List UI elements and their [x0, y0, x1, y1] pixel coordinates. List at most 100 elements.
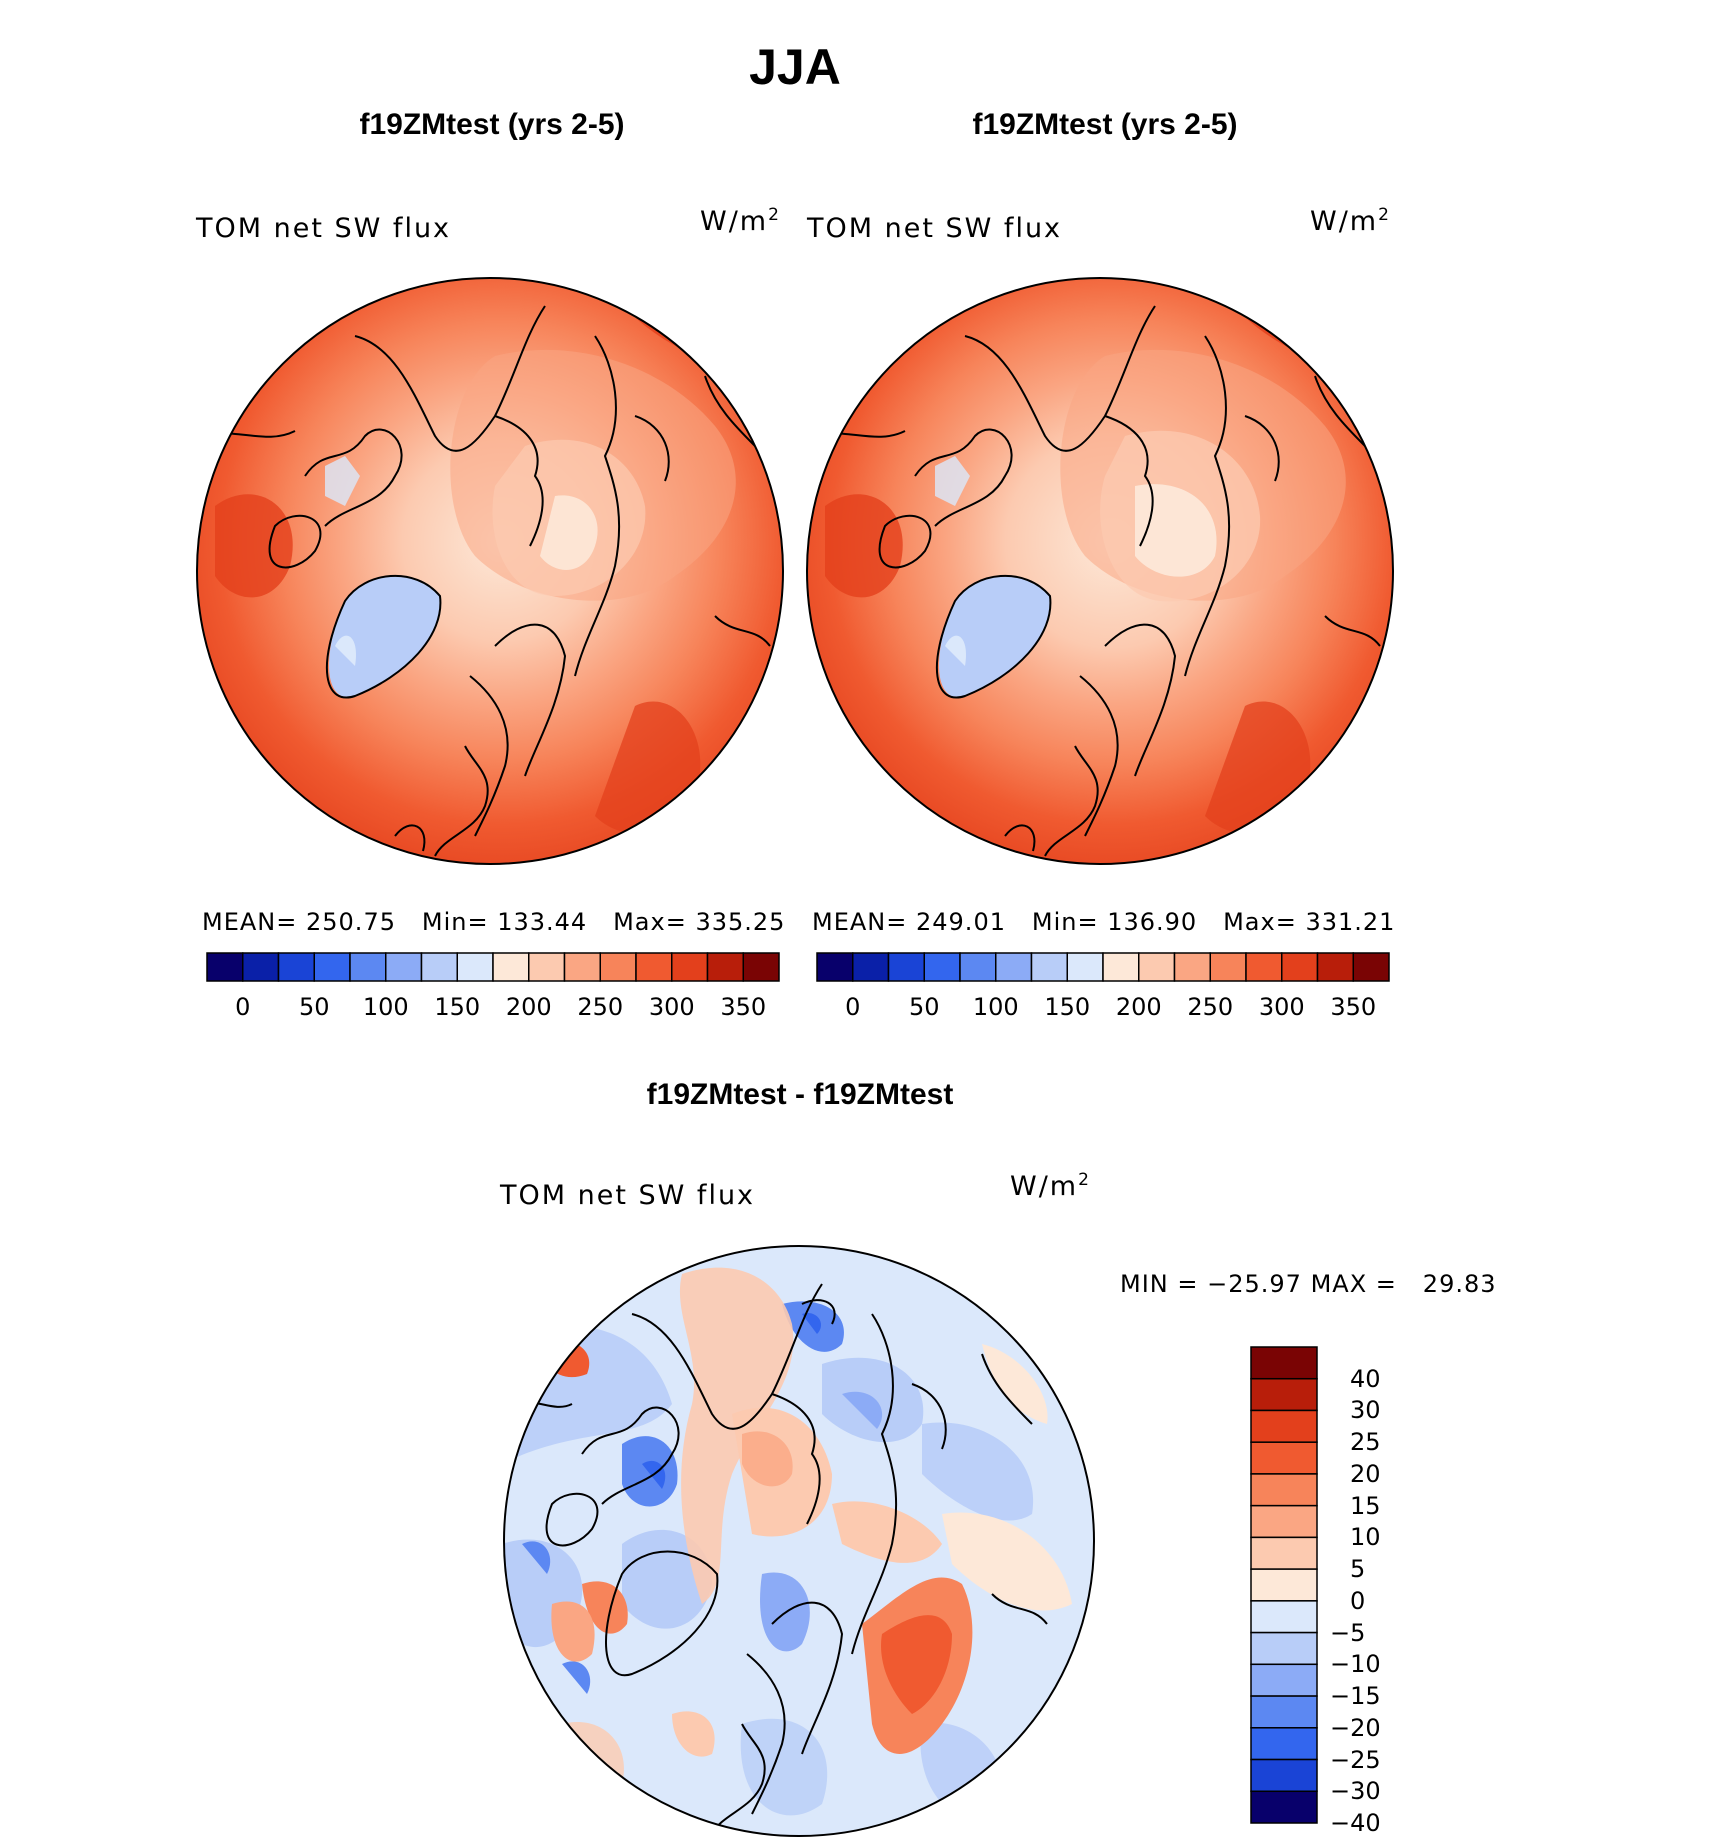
colorbar-tick-label: 0 [208, 993, 278, 1021]
colorbar-tick-label: −15 [1330, 1682, 1381, 1710]
units-label-right: W/m2 [1310, 205, 1391, 237]
colorbar-ticks-diff: 40 30 25 20 15 10 5 0 −5 −10 −15 −20 −25 −30 −40 [1330, 1346, 1450, 1824]
colorbar-tick-label: 150 [1032, 993, 1102, 1021]
colorbar-cell [1251, 1664, 1317, 1696]
colorbar-tick-label: 350 [1318, 993, 1388, 1021]
colorbar-cell [314, 953, 350, 981]
colorbar-cell [1251, 1537, 1317, 1569]
max-value: 29.83 [1423, 1270, 1497, 1298]
colorbar-tick-label: 15 [1350, 1492, 1381, 1520]
stats-left: MEAN= 250.75 Min= 133.44 Max= 335.25 [202, 908, 785, 936]
colorbar-cell [1251, 1506, 1317, 1538]
colorbar-cell [672, 953, 708, 981]
mean-value: 250.75 [306, 908, 396, 936]
colorbar-tick-label: 150 [422, 993, 492, 1021]
colorbar-cell [207, 953, 243, 981]
mean-label: MEAN= [202, 908, 297, 936]
colorbar-cell [996, 953, 1032, 981]
colorbar-cell [1139, 953, 1175, 981]
colorbar-cell [1251, 1347, 1317, 1379]
colorbar-cell [743, 953, 779, 981]
colorbar-cell [493, 953, 529, 981]
colorbar-tick-label: 300 [1247, 993, 1317, 1021]
colorbar-cell [1251, 1696, 1317, 1728]
colorbar-tick-label: 50 [279, 993, 349, 1021]
units-label-diff: W/m2 [1010, 1170, 1091, 1202]
panel-title-diff: f19ZMtest - f19ZMtest [550, 1078, 1050, 1112]
colorbar-cell [1175, 953, 1211, 981]
colorbar-cell [350, 953, 386, 981]
max-label: Max= [1223, 908, 1297, 936]
colorbar-cell [1251, 1442, 1317, 1474]
colorbar-tick-label: 40 [1350, 1365, 1381, 1393]
units-exponent: 2 [1078, 1170, 1091, 1190]
colorbar-tick-label: −30 [1330, 1777, 1381, 1805]
colorbar-cell [422, 953, 458, 981]
units-label-left: W/m2 [700, 205, 781, 237]
colorbar-tick-label: −25 [1330, 1746, 1381, 1774]
min-label: MIN = [1120, 1270, 1198, 1298]
mean-value: 249.01 [916, 908, 1006, 936]
units-exponent: 2 [768, 205, 781, 225]
colorbar-cell [1210, 953, 1246, 981]
colorbar-tick-label: 30 [1350, 1396, 1381, 1424]
colorbar-tick-label: 25 [1350, 1428, 1381, 1456]
colorbar-cell [1067, 953, 1103, 981]
colorbar-tick-label: 250 [1175, 993, 1245, 1021]
min-value: 136.90 [1107, 908, 1197, 936]
min-label: Min= [1032, 908, 1099, 936]
colorbar-cell [1251, 1633, 1317, 1665]
colorbar-cell [1251, 1728, 1317, 1760]
colorbar-tick-label: 250 [565, 993, 635, 1021]
colorbar-cell [1032, 953, 1068, 981]
variable-label-right: TOM net SW flux [807, 213, 1062, 244]
colorbar-cell [600, 953, 636, 981]
colorbar-cell [529, 953, 565, 981]
colorbar-ticks-right: 0 50 100 150 200 250 300 350 [816, 993, 1390, 1023]
colorbar-tick-label: 0 [818, 993, 888, 1021]
colorbar-cell [924, 953, 960, 981]
colorbar-cell [708, 953, 744, 981]
colorbar-tick-label: 200 [494, 993, 564, 1021]
polar-map-right [805, 276, 1395, 866]
colorbar-cell [1251, 1601, 1317, 1633]
colorbar-tick-label: 350 [708, 993, 778, 1021]
colorbar-cell [1251, 1569, 1317, 1601]
colorbar-cell [386, 953, 422, 981]
colorbar-tick-label: −5 [1330, 1619, 1365, 1647]
figure-title: JJA [645, 38, 945, 96]
colorbar-cell [1251, 1474, 1317, 1506]
colorbar-tick-label: −40 [1330, 1809, 1381, 1837]
colorbar-tick-label: 50 [889, 993, 959, 1021]
mean-label: MEAN= [812, 908, 907, 936]
colorbar-cell [1318, 953, 1354, 981]
min-value: −25.97 [1207, 1270, 1302, 1298]
colorbar-cell [279, 953, 315, 981]
min-label: Min= [422, 908, 489, 936]
colorbar-cell [1251, 1410, 1317, 1442]
colorbar-cell [853, 953, 889, 981]
colorbar-cell [960, 953, 996, 981]
units-exponent: 2 [1378, 205, 1391, 225]
units-text: W/m [1310, 206, 1378, 237]
colorbar-cell [243, 953, 279, 981]
panel-title-left: f19ZMtest (yrs 2-5) [242, 108, 742, 142]
colorbar-cell [1251, 1379, 1317, 1411]
colorbar-cell [457, 953, 493, 981]
colorbar-tick-label: −20 [1330, 1714, 1381, 1742]
variable-label-left: TOM net SW flux [196, 213, 451, 244]
panel-title-right: f19ZMtest (yrs 2-5) [855, 108, 1355, 142]
units-text: W/m [1010, 1171, 1078, 1202]
max-value: 335.25 [695, 908, 785, 936]
colorbar-cell [817, 953, 853, 981]
max-label: MAX = [1311, 1270, 1397, 1298]
colorbar-cell [1251, 1760, 1317, 1792]
max-value: 331.21 [1305, 908, 1395, 936]
max-label: Max= [613, 908, 687, 936]
colorbar-cell [1353, 953, 1389, 981]
colorbar-cell [565, 953, 601, 981]
colorbar-cell [1103, 953, 1139, 981]
colorbar-tick-label: 200 [1104, 993, 1174, 1021]
colorbar-diff [1250, 1346, 1318, 1824]
colorbar-cell [1282, 953, 1318, 981]
